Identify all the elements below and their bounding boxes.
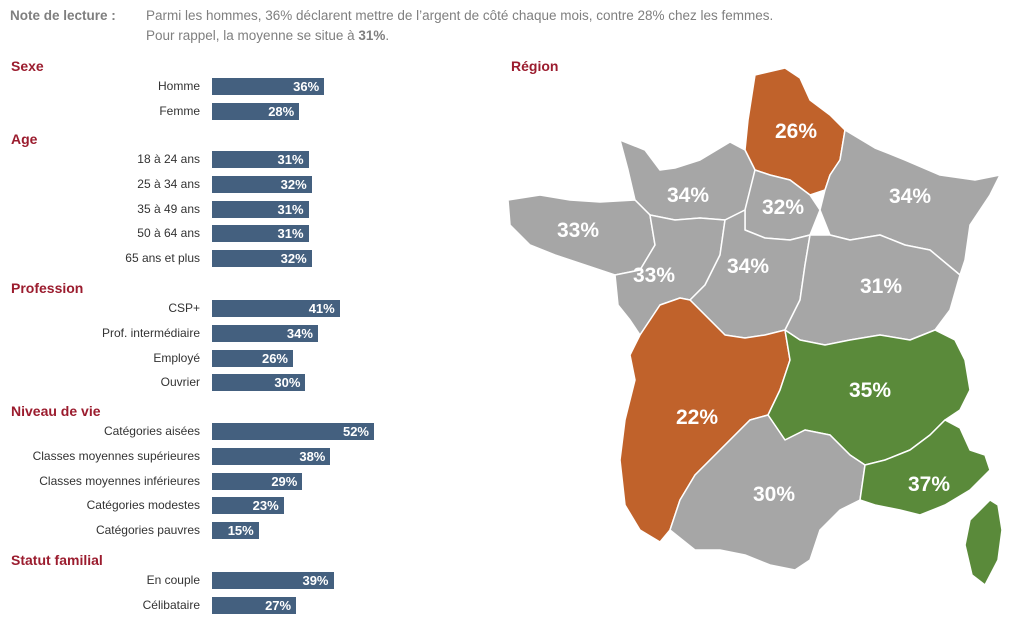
region-map: 26% 34% 32% 34% 33% 33% 34% 31% 22% 35% … <box>507 67 1003 586</box>
bar-value-label: 32% <box>280 176 307 192</box>
region-title: Région <box>511 58 559 74</box>
bar-value-label: 29% <box>271 473 298 489</box>
section-title: Statut familial <box>11 552 103 568</box>
section-title: Profession <box>11 280 84 296</box>
bar-value-label: 38% <box>299 448 326 464</box>
region-shape <box>669 414 866 571</box>
bar: 28% <box>212 102 300 120</box>
region-label: 34% <box>727 255 769 278</box>
region-label: 26% <box>775 120 817 143</box>
bar-value-label: 26% <box>261 350 288 366</box>
bar-value-label: 31% <box>277 226 304 242</box>
reading-note-line2: Pour rappel, la moyenne se situe à 31%. <box>146 26 1006 46</box>
bar-value-label: 27% <box>265 597 292 613</box>
region-label: 32% <box>762 196 804 219</box>
bar: 27% <box>212 596 297 614</box>
region-label: 33% <box>557 219 599 242</box>
bar-chart: Sexe Homme 36% Femme 28% Age 18 à 24 ans 31% 25 … <box>0 0 480 624</box>
bar-value-label: 39% <box>302 573 329 588</box>
category-label: 35 à 49 ans <box>137 201 200 216</box>
bar: 38% <box>212 447 331 465</box>
reading-note-line2-suffix: . <box>385 28 390 43</box>
bar: 31% <box>212 225 309 243</box>
bar: 52% <box>212 423 374 440</box>
category-label: 25 à 34 ans <box>137 176 200 191</box>
bar-value-label: 15% <box>227 523 254 539</box>
category-label: 50 à 64 ans <box>137 226 200 241</box>
bar: 26% <box>212 349 293 367</box>
bar: 15% <box>212 522 259 540</box>
category-label: CSP+ <box>168 301 200 315</box>
category-label: En couple <box>146 573 200 587</box>
category-label: Femme <box>159 103 200 118</box>
reading-note-text: Parmi les hommes, 36% déclarent mettre d… <box>146 6 1006 46</box>
region-label: 34% <box>667 184 709 207</box>
region-label: 22% <box>676 406 718 429</box>
bar-value-label: 34% <box>286 325 313 341</box>
region-shape <box>859 419 1003 586</box>
bar: 32% <box>212 250 312 268</box>
category-label: 18 à 24 ans <box>137 152 200 166</box>
region-label: 33% <box>633 264 675 287</box>
bar: 34% <box>212 324 318 342</box>
category-label: Homme <box>157 79 200 93</box>
category-label: Catégories aisées <box>103 424 200 438</box>
reading-note-line1: Parmi les hommes, 36% déclarent mettre d… <box>146 8 774 23</box>
category-label: 65 ans et plus <box>125 251 200 266</box>
bar-value-label: 23% <box>252 498 279 514</box>
bar-value-label: 32% <box>280 251 307 267</box>
region-label: 35% <box>849 379 891 402</box>
region-label: 31% <box>860 275 902 298</box>
bar-value-label: 28% <box>268 103 295 119</box>
region-label: 30% <box>753 483 795 506</box>
bar: 31% <box>212 151 309 168</box>
category-label: Classes moyennes supérieures <box>32 448 200 463</box>
bar-value-label: 36% <box>293 79 320 94</box>
bar: 39% <box>212 572 334 589</box>
bar: 32% <box>212 175 312 193</box>
category-label: Célibataire <box>142 597 200 612</box>
region-label: 37% <box>908 473 950 496</box>
bar: 36% <box>212 78 325 95</box>
average-value: 31% <box>358 28 386 43</box>
bar-value-label: 31% <box>277 201 304 217</box>
category-label: Employé <box>153 350 200 365</box>
bar: 31% <box>212 200 309 218</box>
bar-value-label: 31% <box>277 152 304 167</box>
bar: 41% <box>212 300 340 317</box>
category-label: Ouvrier <box>160 375 200 390</box>
category-label: Catégories modestes <box>86 498 200 513</box>
category-label: Catégories pauvres <box>95 523 200 538</box>
section-title: Niveau de vie <box>11 403 101 419</box>
bar: 30% <box>212 374 306 392</box>
category-label: Prof. intermédiaire <box>101 325 200 340</box>
bar-value-label: 30% <box>274 375 301 391</box>
reading-note-line2-prefix: Pour rappel, la moyenne se situe à <box>146 28 359 43</box>
section-title: Age <box>11 131 38 147</box>
section-title: Sexe <box>11 58 44 74</box>
reading-note-label: Note de lecture : <box>10 8 116 23</box>
bar: 23% <box>212 497 284 515</box>
bar-value-label: 52% <box>342 424 369 439</box>
bar: 29% <box>212 472 303 490</box>
region-label: 34% <box>889 185 931 208</box>
bar-value-label: 41% <box>308 301 335 316</box>
category-label: Classes moyennes inférieures <box>39 473 200 488</box>
